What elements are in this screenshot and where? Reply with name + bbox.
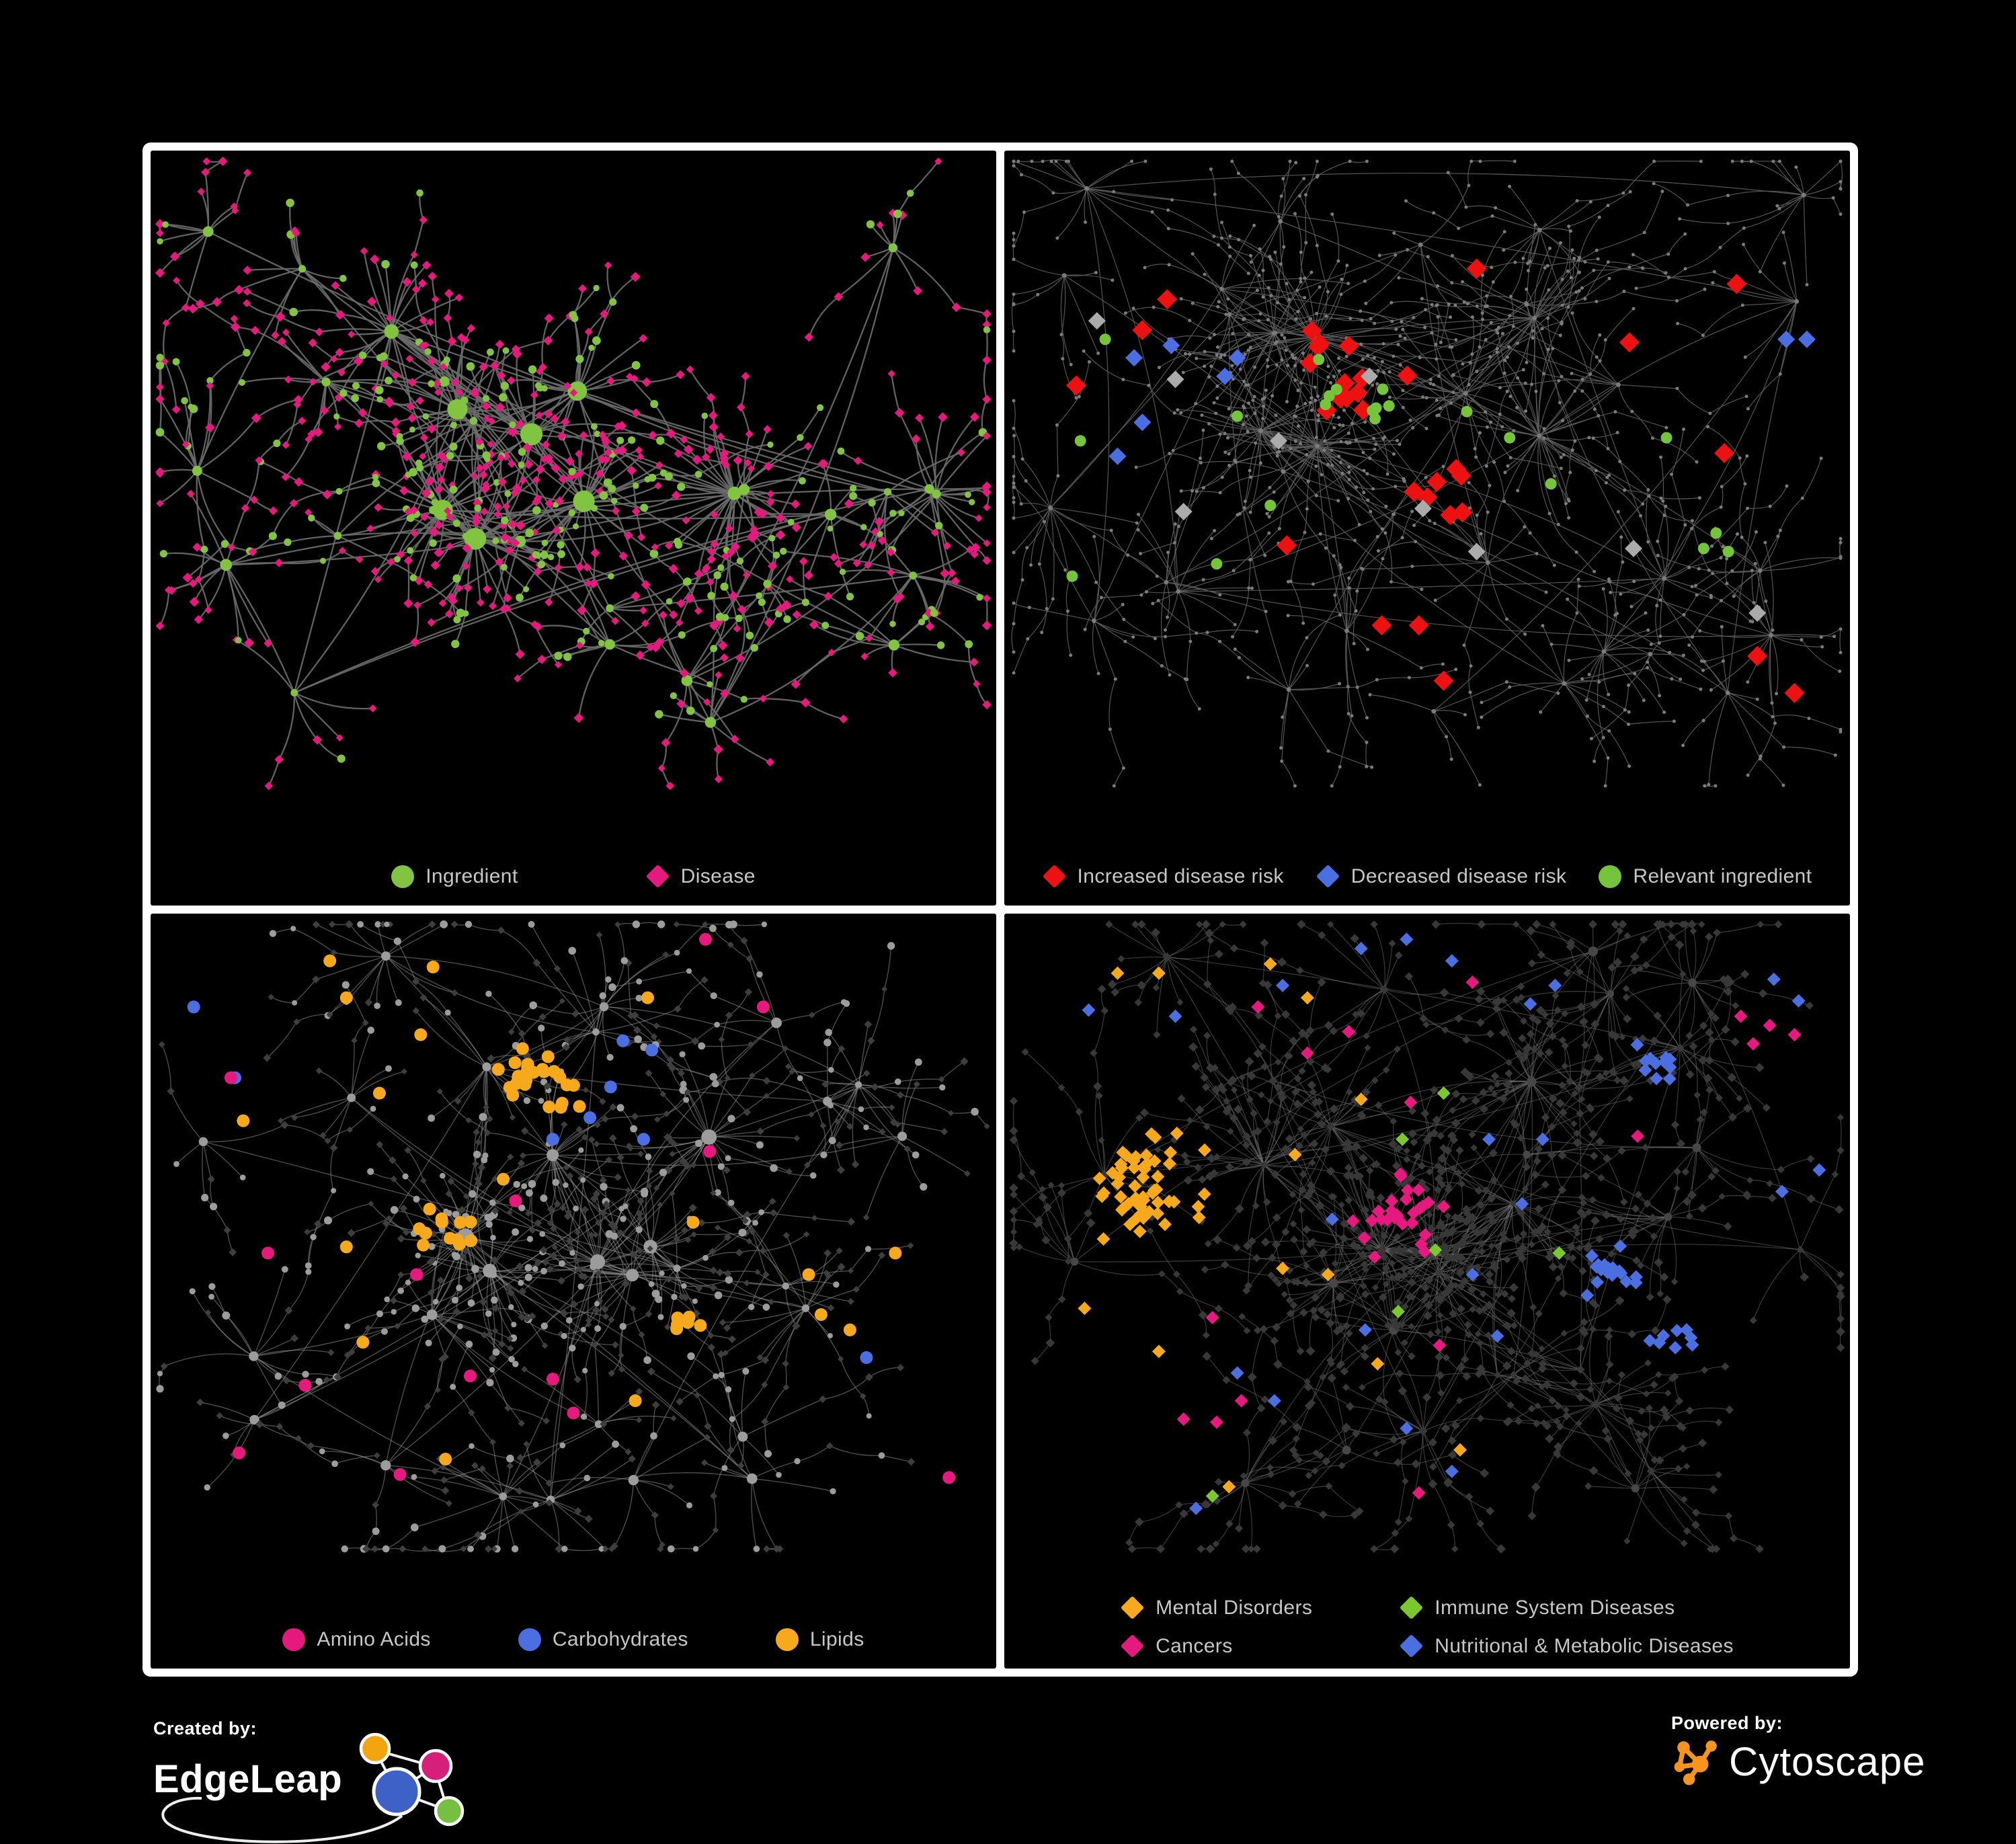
legend-item-disease: Disease bbox=[645, 864, 756, 889]
diamond-marker-icon bbox=[1316, 864, 1340, 889]
legend-label: Disease bbox=[680, 865, 756, 887]
cytoscape-credit: Powered by: Cytoscape bbox=[1671, 1713, 1925, 1786]
highlight-cancers bbox=[1176, 975, 1802, 1500]
legend-items: Increased disease risk Decreased disease … bbox=[1042, 864, 1812, 889]
legend-item-increased-disease-risk: Increased disease risk bbox=[1042, 864, 1284, 889]
circle-marker-icon bbox=[518, 1628, 541, 1651]
legend-nutrient-classes: Amino Acids Carbohydrates Lipids bbox=[151, 1628, 996, 1651]
panel-disease-classes: Mental Disorders Immune System Diseases Ca… bbox=[1004, 914, 1850, 1669]
highlight-immune-system-diseases bbox=[1205, 1086, 1566, 1503]
legend-disease-classes: Mental Disorders Immune System Diseases Ca… bbox=[1004, 1595, 1850, 1658]
legend-item-carbohydrates: Carbohydrates bbox=[518, 1628, 688, 1651]
legend-label: Cancers bbox=[1156, 1634, 1233, 1657]
highlight-mental-disorders bbox=[1078, 957, 1467, 1494]
diamond-marker-icon bbox=[1120, 1634, 1145, 1658]
legend-items: Ingredient Disease bbox=[391, 864, 756, 889]
panel-grid: Ingredient Disease Increased disease risk… bbox=[143, 143, 1858, 1677]
legend-label: Amino Acids bbox=[317, 1628, 431, 1650]
diamond-marker-icon bbox=[1120, 1595, 1145, 1620]
legend-label: Relevant ingredient bbox=[1633, 865, 1812, 887]
legend-disease-risk: Increased disease risk Decreased disease … bbox=[1004, 864, 1850, 889]
circle-marker-icon bbox=[282, 1628, 306, 1651]
highlight-neutral-risk bbox=[1088, 312, 1767, 622]
network-ingredient-disease bbox=[155, 157, 992, 791]
legend-item-immune-system-diseases: Immune System Diseases bbox=[1400, 1595, 1734, 1620]
highlight-amino-acids bbox=[224, 932, 956, 1484]
legend-ingredient-disease: Ingredient Disease bbox=[151, 864, 996, 889]
diamond-marker-icon bbox=[1042, 864, 1066, 889]
legend-item-lipids: Lipids bbox=[775, 1628, 864, 1651]
edgeleap-logo: EdgeLeap bbox=[153, 1732, 503, 1843]
legend-item-relevant-ingredient: Relevant ingredient bbox=[1599, 865, 1812, 888]
diamond-marker-icon bbox=[645, 864, 670, 889]
legend-label: Increased disease risk bbox=[1077, 865, 1284, 887]
diamond-marker-icon bbox=[1400, 1634, 1424, 1658]
legend-label: Mental Disorders bbox=[1156, 1596, 1313, 1619]
highlight-decreased-disease-risk bbox=[1108, 330, 1816, 465]
circle-marker-icon bbox=[775, 1628, 799, 1651]
legend-item-decreased-disease-risk: Decreased disease risk bbox=[1316, 864, 1567, 889]
legend-label: Ingredient bbox=[426, 865, 518, 887]
legend-label: Lipids bbox=[809, 1628, 864, 1650]
circle-marker-icon bbox=[1599, 865, 1622, 888]
legend-label: Decreased disease risk bbox=[1350, 865, 1567, 887]
legend-item-mental-disorders: Mental Disorders bbox=[1120, 1595, 1313, 1620]
legend-item-nutritional-metabolic-diseases: Nutritional & Metabolic Diseases bbox=[1400, 1634, 1734, 1658]
legend-label: Carbohydrates bbox=[552, 1628, 688, 1650]
legend-label: Immune System Diseases bbox=[1435, 1596, 1675, 1619]
legend-items: Amino Acids Carbohydrates Lipids bbox=[282, 1628, 864, 1651]
network-disease-risk bbox=[1011, 159, 1843, 788]
network-disease-classes bbox=[1009, 920, 1845, 1554]
legend-item-cancers: Cancers bbox=[1120, 1634, 1312, 1658]
highlight-lipids bbox=[237, 954, 902, 1466]
highlight-nutritional-metabolic-diseases bbox=[1082, 932, 1826, 1515]
panel-ingredient-disease: Ingredient Disease bbox=[151, 151, 996, 906]
legend-item-amino-acids: Amino Acids bbox=[282, 1628, 430, 1651]
cytoscape-wordmark: Cytoscape bbox=[1729, 1738, 1926, 1784]
highlight-relevant-ingredient bbox=[1066, 333, 1734, 582]
legend-label: Nutritional & Metabolic Diseases bbox=[1435, 1634, 1734, 1657]
created-by-label: Created by: bbox=[153, 1718, 257, 1738]
panel-nutrient-classes: Amino Acids Carbohydrates Lipids bbox=[151, 914, 996, 1669]
diamond-marker-icon bbox=[1400, 1595, 1424, 1620]
powered-by-label: Powered by: bbox=[1671, 1713, 1783, 1733]
network-nutrient-classes bbox=[156, 920, 990, 1553]
legend-items: Mental Disorders Immune System Diseases Ca… bbox=[1120, 1595, 1734, 1658]
highlight-increased-disease-risk bbox=[1066, 258, 1805, 703]
circle-marker-icon bbox=[391, 865, 415, 888]
edgeleap-wordmark: EdgeLeap bbox=[153, 1757, 343, 1801]
edgeleap-credit: Created by: EdgeLeap bbox=[153, 1718, 503, 1843]
panel-disease-risk: Increased disease risk Decreased disease … bbox=[1004, 151, 1850, 906]
cytoscape-icon bbox=[1674, 1740, 1717, 1786]
legend-item-ingredient: Ingredient bbox=[391, 865, 518, 888]
